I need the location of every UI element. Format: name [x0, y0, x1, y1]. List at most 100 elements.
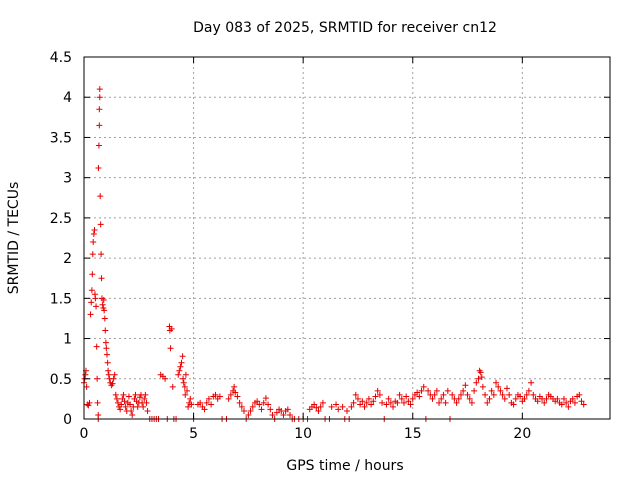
data-point	[95, 142, 102, 149]
data-point	[102, 339, 109, 346]
data-point	[203, 399, 210, 406]
data-point	[179, 353, 186, 360]
data-point	[169, 383, 176, 390]
data-point	[523, 391, 530, 398]
data-point	[315, 407, 322, 414]
y-tick-label: 1	[63, 332, 72, 348]
data-point	[96, 86, 103, 93]
chart-title: Day 083 of 2025, SRMTID for receiver cn1…	[193, 20, 497, 36]
data-point	[363, 399, 370, 406]
data-point	[184, 387, 191, 394]
data-point	[339, 403, 346, 410]
data-point	[444, 387, 451, 394]
data-point	[265, 401, 272, 408]
data-point	[409, 395, 416, 402]
data-point	[287, 411, 294, 418]
data-point	[493, 379, 500, 386]
data-point	[178, 359, 185, 366]
data-point	[132, 391, 139, 398]
x-tick-label: 10	[294, 426, 312, 442]
data-point	[273, 409, 280, 416]
data-point	[517, 393, 524, 400]
data-point	[245, 411, 252, 418]
data-point	[99, 301, 106, 308]
data-point	[475, 375, 482, 382]
data-point	[449, 391, 456, 398]
data-point	[569, 395, 576, 402]
data-point	[525, 387, 532, 394]
data-point	[478, 374, 485, 381]
data-point	[90, 239, 97, 246]
x-tick-label: 20	[513, 426, 531, 442]
data-point	[125, 393, 132, 400]
data-point	[348, 403, 355, 410]
data-point	[176, 367, 183, 374]
data-point	[311, 401, 318, 408]
data-point	[140, 403, 147, 410]
y-axis-title: SRMTID / TECUs	[6, 182, 22, 295]
data-point	[182, 371, 189, 378]
data-point	[433, 387, 440, 394]
data-point	[89, 271, 96, 278]
data-point	[267, 406, 274, 413]
data-point	[98, 251, 105, 258]
data-point	[473, 379, 480, 386]
data-point	[457, 391, 464, 398]
data-point	[372, 393, 379, 400]
data-point	[407, 401, 414, 408]
data-point	[385, 395, 392, 402]
data-point	[528, 379, 535, 386]
data-point	[94, 399, 101, 406]
data-point	[101, 307, 108, 314]
data-point	[122, 403, 129, 410]
data-point	[128, 407, 135, 414]
data-point	[109, 380, 116, 387]
data-point	[82, 371, 89, 378]
data-point	[95, 165, 102, 172]
data-point	[258, 406, 265, 413]
data-point	[201, 406, 208, 413]
data-point	[510, 401, 517, 408]
data-point	[530, 391, 537, 398]
data-point	[578, 398, 585, 405]
data-point	[466, 395, 473, 402]
data-point	[182, 391, 189, 398]
data-point	[105, 367, 112, 374]
data-point	[350, 399, 357, 406]
data-point	[234, 393, 241, 400]
data-point	[256, 401, 263, 408]
data-point	[141, 395, 148, 402]
data-point	[142, 391, 149, 398]
data-point	[396, 391, 403, 398]
data-point	[197, 399, 204, 406]
data-point	[414, 389, 421, 396]
data-point	[100, 296, 107, 303]
data-point	[390, 403, 397, 410]
data-point	[232, 389, 239, 396]
data-point	[352, 391, 359, 398]
y-tick-label: 3	[63, 171, 72, 187]
data-point	[260, 399, 267, 406]
data-point	[440, 391, 447, 398]
y-tick-label: 0	[63, 412, 72, 428]
data-point	[104, 359, 111, 366]
data-point	[111, 371, 118, 378]
data-point	[94, 375, 101, 382]
x-axis-title: GPS time / hours	[286, 458, 403, 474]
data-point	[188, 401, 195, 408]
data-point	[453, 399, 460, 406]
data-point	[499, 391, 506, 398]
data-point	[335, 406, 342, 413]
data-point	[143, 399, 150, 406]
data-point	[455, 395, 462, 402]
data-point	[87, 311, 94, 318]
data-point	[313, 404, 320, 411]
x-tick-label: 0	[80, 426, 89, 442]
data-point	[471, 387, 478, 394]
plot-frame	[83, 56, 611, 420]
data-point	[576, 391, 583, 398]
data-point	[162, 375, 169, 382]
data-point	[429, 395, 436, 402]
data-point	[247, 407, 254, 414]
y-tick-label: 2	[63, 251, 72, 267]
